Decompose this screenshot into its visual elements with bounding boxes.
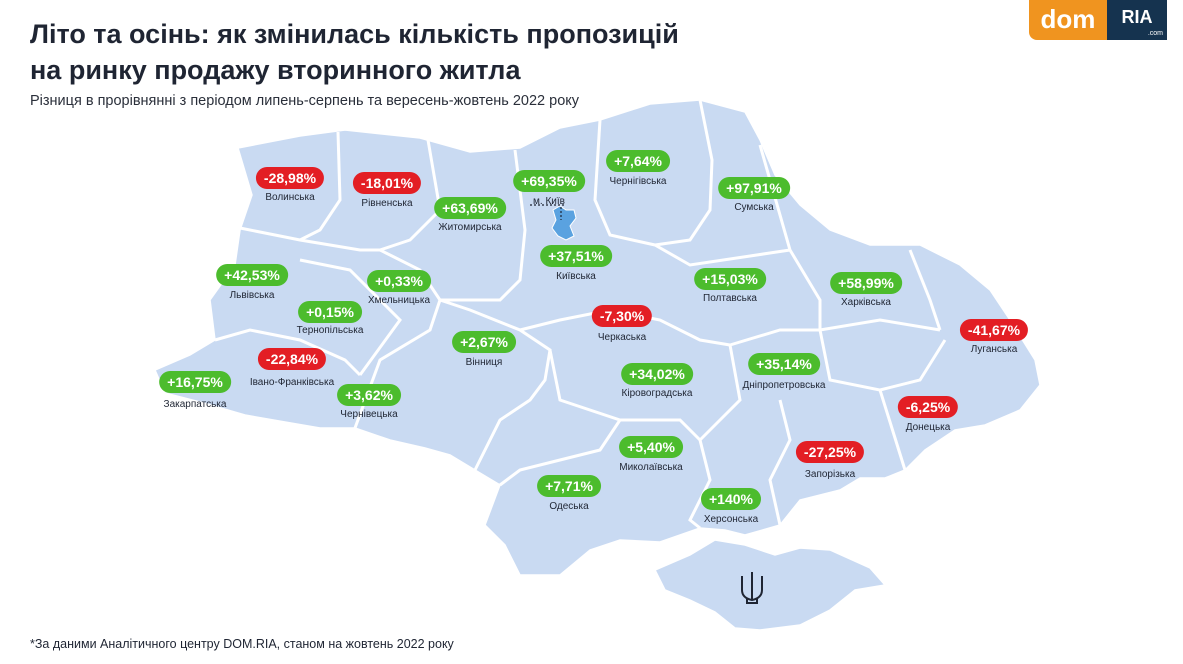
region-name-label: Хмельницька xyxy=(367,295,431,306)
region-name-label: Сумська xyxy=(734,202,774,213)
trident-icon xyxy=(741,572,763,604)
region-value-badge: -41,67% xyxy=(959,319,1029,341)
region-name-label: Львівська xyxy=(229,290,275,301)
crimea-outline xyxy=(653,539,887,631)
region-name-label: Кіровоградська xyxy=(621,388,693,399)
region-name-label: Чернівецька xyxy=(340,409,398,420)
region-name-label: Рівненська xyxy=(361,198,413,209)
logo-ria-domain: .com xyxy=(1147,30,1163,37)
region-value-badge: +15,03% xyxy=(694,268,766,290)
region-value-badge: +5,40% xyxy=(619,436,683,458)
region-value-badge: -18,01% xyxy=(352,172,422,194)
region-name-label: Одеська xyxy=(549,501,589,512)
region-value-badge: +37,51% xyxy=(540,245,612,267)
region-value-badge: +140% xyxy=(701,488,761,510)
footnote: *За даними Аналітичного центру DOM.RIA, … xyxy=(30,637,454,651)
region-name-label: Тернопільська xyxy=(296,325,364,336)
region-value-badge: +7,71% xyxy=(537,475,601,497)
region-value-badge: +42,53% xyxy=(216,264,288,286)
region-value-badge: -28,98% xyxy=(255,167,325,189)
region-value-badge: +58,99% xyxy=(830,272,902,294)
region-value-badge: +63,69% xyxy=(434,197,506,219)
region-value-badge: +69,35% xyxy=(513,170,585,192)
region-value-badge: +3,62% xyxy=(337,384,401,406)
region-value-badge: +97,91% xyxy=(718,177,790,199)
region-value-badge: -6,25% xyxy=(897,396,959,418)
title-line-2: на ринку продажу вторинного житла xyxy=(30,55,521,85)
region-name-label: Херсонська xyxy=(703,514,759,525)
dom-ria-logo[interactable]: dom RIA .com xyxy=(1029,0,1167,40)
region-name-label: Івано-Франківська xyxy=(249,377,335,388)
region-value-badge: +16,75% xyxy=(159,371,231,393)
kyiv-city-shape xyxy=(551,205,577,241)
logo-ria-text: RIA xyxy=(1121,7,1153,27)
region-name-label: Харківська xyxy=(841,297,891,308)
region-value-badge: +2,67% xyxy=(452,331,516,353)
region-name-label: Запорізька xyxy=(804,469,856,480)
map-subtitle: Різниця в прорівнянні з періодом липень-… xyxy=(30,93,580,109)
region-value-badge: -22,84% xyxy=(257,348,327,370)
region-value-badge: +34,02% xyxy=(621,363,693,385)
region-value-badge: -7,30% xyxy=(591,305,653,327)
logo-dom: dom xyxy=(1029,0,1107,40)
region-name-label: Вінниця xyxy=(465,357,503,368)
region-value-badge: +35,14% xyxy=(748,353,820,375)
region-borders xyxy=(214,99,947,530)
region-name-label: Полтавська xyxy=(703,293,757,304)
region-value-badge: +7,64% xyxy=(606,150,670,172)
map-title: Літо та осінь: як змінилась кількість пр… xyxy=(30,16,810,88)
region-name-label: Волинська xyxy=(265,192,315,203)
logo-ria: RIA .com xyxy=(1107,0,1167,40)
region-name-label: Луганська xyxy=(970,344,1018,355)
region-value-badge: +0,15% xyxy=(298,301,362,323)
region-name-label: Київська xyxy=(556,271,596,282)
region-name-label: Донецька xyxy=(905,422,951,433)
region-name-label: Житомирська xyxy=(438,222,502,233)
region-name-label: Дніпропетровська xyxy=(742,380,826,391)
region-name-label: Черкаська xyxy=(597,332,647,343)
region-value-badge: -27,25% xyxy=(795,441,865,463)
region-name-label: м. Київ xyxy=(533,196,565,207)
title-line-1: Літо та осінь: як змінилась кількість пр… xyxy=(30,19,679,49)
region-name-label: Закарпатська xyxy=(163,399,227,410)
region-name-label: Миколаївська xyxy=(619,462,683,473)
region-value-badge: +0,33% xyxy=(367,270,431,292)
region-name-label: Чернігівська xyxy=(609,176,667,187)
